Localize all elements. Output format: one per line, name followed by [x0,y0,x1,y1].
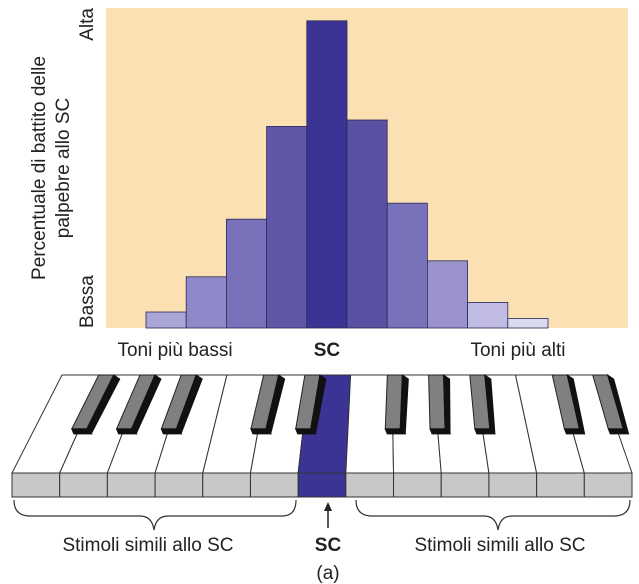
black-key-side [86,374,121,434]
black-key-front [563,428,586,435]
black-key-top [384,374,403,430]
arrow-head [324,502,332,511]
key-front [297,472,347,498]
annotation: Toni più bassi [117,340,232,361]
key-front [583,472,633,498]
keyboard-label: SC [315,535,342,556]
brace [355,499,631,531]
key-front [106,472,156,498]
black-key-top [428,374,446,430]
key-front [59,472,108,498]
black-key-side [399,374,409,434]
black-key-front [115,428,138,435]
y-axis-label: Percentuale di battito delle [29,56,50,280]
black-key-side [606,373,630,435]
bar [386,202,428,329]
bar [266,126,308,329]
black-key-side [484,374,496,435]
annotation: Toni più alti [470,340,565,361]
bar [467,301,509,329]
x-tick-label: SC [314,340,341,361]
caption: (a) [316,563,339,584]
black-key-side [175,374,203,434]
black-key-front [294,428,317,435]
black-key-side [265,374,286,434]
black-key-side [566,373,586,435]
bar [185,276,227,329]
bar [426,260,468,329]
key-front [345,472,395,498]
black-key-side [443,374,451,434]
bar [306,20,348,329]
key-front [440,472,490,498]
black-key-front [384,428,407,435]
black-key-front [71,428,93,435]
bar [225,218,267,329]
key-front [249,472,299,498]
key-front [202,472,251,498]
keyboard-label: Stimoli simili allo SC [62,535,233,556]
bar [507,317,549,329]
black-key-front [429,428,452,435]
y-tick-label: Bassa [77,275,98,328]
keyboard-label: Stimoli simili allo SC [414,535,585,556]
bar [346,119,388,329]
black-key-front [160,428,183,435]
black-key-front [250,428,273,435]
key-front [11,472,61,498]
black-key-front [607,428,630,435]
black-key-front [474,428,497,435]
y-axis-label: palpebre allo SC [53,98,74,238]
black-key-side [130,374,162,434]
key-front [393,472,442,498]
bar [145,311,187,329]
key-front [488,472,538,498]
black-key-side [310,374,327,434]
brace [13,499,297,531]
y-tick-label: Alta [77,8,98,41]
key-front [154,472,204,498]
key-front [536,472,585,498]
